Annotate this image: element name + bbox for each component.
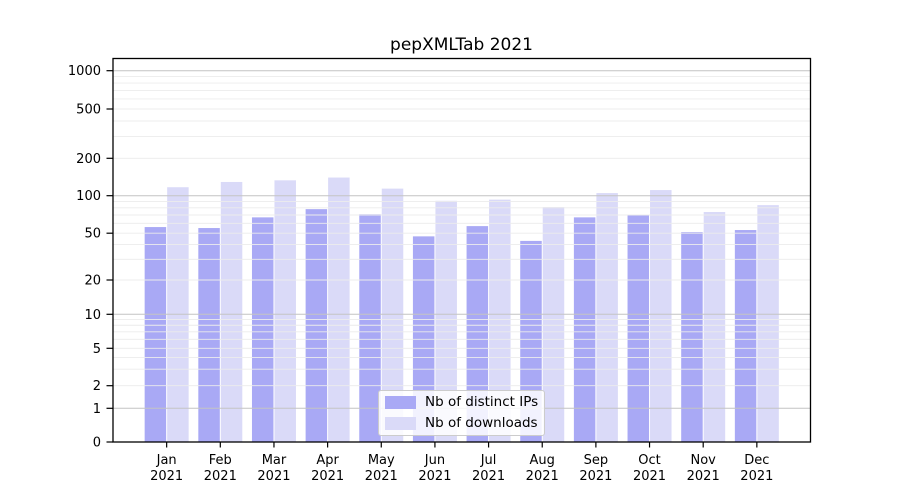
bar-downloads-Feb-2021 [220, 181, 243, 442]
bar-ips-Dec-2021 [734, 230, 757, 442]
bar-downloads-Jun-2021 [435, 200, 457, 442]
x-tick-label-year: 2021 [418, 469, 451, 484]
x-tick-label-year: 2021 [687, 469, 720, 484]
bar-downloads-May-2021 [381, 188, 404, 442]
plot-border [112, 57, 812, 443]
y-tick-label: 500 [76, 103, 101, 118]
legend-swatch-ips-icon [385, 396, 416, 409]
x-tick-label-month: Aug [530, 453, 555, 468]
x-tick-label-month: Sep [584, 453, 609, 468]
bar-downloads-Oct-2021 [650, 190, 672, 442]
x-tick-label-year: 2021 [633, 469, 666, 484]
legend-item-distinct-ips: Nb of distinct IPs [385, 393, 538, 412]
bar-downloads-Jul-2021 [489, 199, 511, 442]
x-tick-label-month: Jun [424, 453, 445, 468]
legend-label-distinct-ips: Nb of distinct IPs [425, 394, 539, 410]
x-tick-label-year: 2021 [740, 469, 773, 484]
bar-downloads-Aug-2021 [542, 207, 565, 442]
bar-ips-Feb-2021 [198, 228, 220, 442]
x-tick-label-month: Apr [316, 453, 339, 468]
x-tick-label-month: Mar [262, 453, 287, 468]
y-tick-label: 10 [84, 308, 101, 323]
bar-ips-Oct-2021 [627, 214, 650, 442]
y-tick-label: 2 [93, 379, 101, 394]
x-tick-label-month: Jan [156, 453, 177, 468]
y-tick-label: 50 [84, 227, 101, 242]
bar-ips-Jan-2021 [144, 227, 167, 442]
bar-ips-May-2021 [359, 214, 381, 442]
x-tick-label-month: Feb [209, 453, 232, 468]
x-tick-label-year: 2021 [257, 469, 290, 484]
x-tick-label-month: Oct [638, 453, 660, 468]
y-tick-label: 1000 [68, 64, 101, 79]
y-tick-label: 20 [84, 274, 101, 289]
bar-downloads-Dec-2021 [757, 205, 779, 442]
x-tick-label-year: 2021 [204, 469, 237, 484]
legend-item-downloads: Nb of downloads [385, 414, 538, 433]
x-tick-label-month: Jul [480, 453, 497, 468]
x-tick-label-year: 2021 [472, 469, 505, 484]
chart-title: pepXMLTab 2021 [390, 35, 533, 55]
x-tick-label-month: Nov [691, 453, 717, 468]
y-tick-label: 1 [93, 402, 101, 417]
x-tick-label-year: 2021 [579, 469, 612, 484]
legend: Nb of distinct IPs Nb of downloads [378, 390, 545, 436]
x-tick-label-year: 2021 [150, 469, 183, 484]
bar-ips-Nov-2021 [681, 232, 703, 442]
x-tick-label-year: 2021 [526, 469, 559, 484]
x-tick-label-year: 2021 [311, 469, 344, 484]
bar-downloads-Nov-2021 [703, 211, 726, 442]
x-tick-label-month: Dec [744, 453, 769, 468]
legend-label-downloads: Nb of downloads [425, 415, 538, 431]
y-tick-label: 200 [76, 152, 101, 167]
x-tick-label-month: May [368, 453, 395, 468]
bar-downloads-Apr-2021 [328, 177, 350, 442]
y-tick-label: 100 [76, 189, 101, 204]
y-tick-label: 5 [93, 342, 101, 357]
legend-swatch-downloads-icon [385, 417, 416, 430]
bar-downloads-Sep-2021 [596, 193, 618, 442]
bar-downloads-Mar-2021 [274, 180, 296, 442]
x-tick-label-year: 2021 [365, 469, 398, 484]
y-tick-label: 0 [93, 436, 101, 451]
